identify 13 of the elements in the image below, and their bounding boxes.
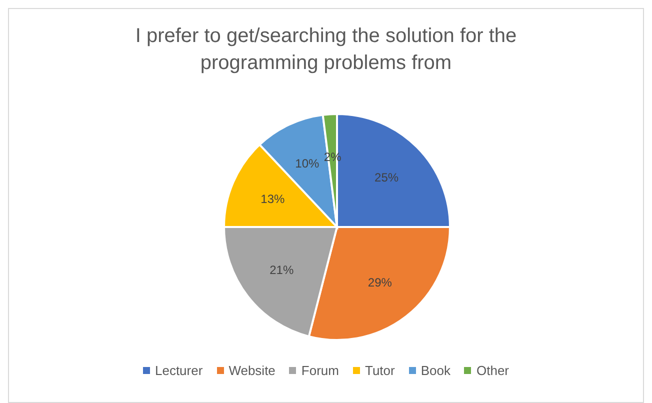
data-label: 29% (368, 275, 392, 290)
legend-label: Tutor (364, 363, 395, 378)
data-label: 10% (295, 156, 320, 171)
chart-title: I prefer to get/searching the solution for the programming problems from (134, 24, 518, 76)
legend-label: Book (420, 363, 450, 378)
data-label: 21% (270, 262, 294, 277)
legend-label: Forum (300, 363, 339, 378)
data-label: 25% (374, 170, 399, 184)
legend-label: Website (228, 363, 276, 378)
data-label: 2% (324, 150, 342, 164)
legend-label: Other (475, 363, 509, 378)
legend-label: Lecturer (154, 363, 203, 378)
data-label: 13% (260, 192, 286, 206)
